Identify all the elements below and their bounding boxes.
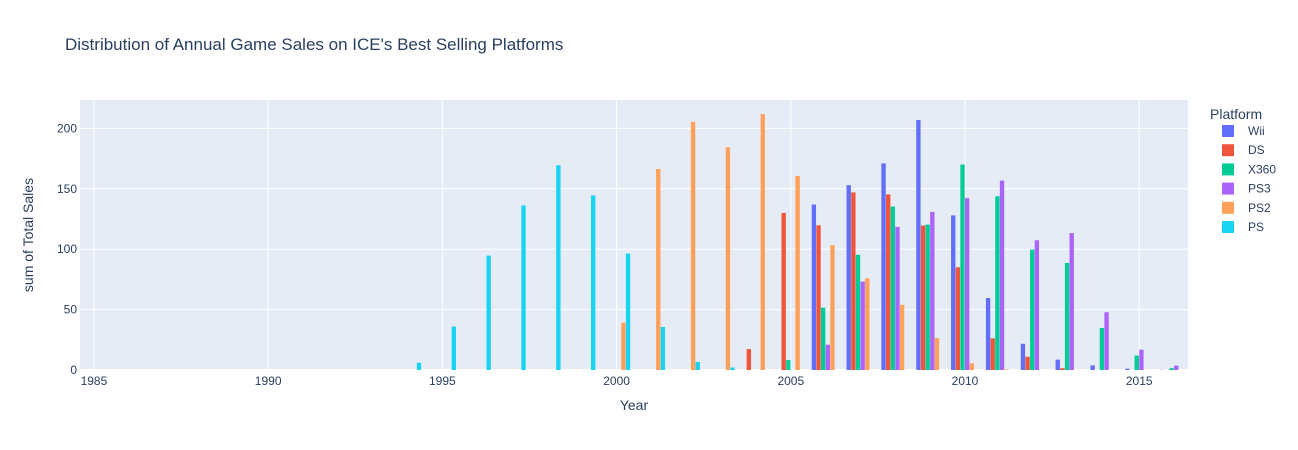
- bar-ds-2004[interactable]: [746, 349, 752, 370]
- bar-x360-2007[interactable]: [855, 254, 861, 370]
- bar-ps3-2010[interactable]: [965, 198, 970, 370]
- bar-ps-1996[interactable]: [486, 255, 491, 370]
- bar-x360-2009[interactable]: [925, 224, 930, 370]
- bar-wii-2014[interactable]: [1090, 365, 1095, 370]
- legend-swatch-ps[interactable]: [1222, 221, 1234, 233]
- bar-ps-2000[interactable]: [625, 253, 631, 370]
- bar-wii-2013[interactable]: [1055, 359, 1060, 370]
- y-tick-label: 100: [57, 242, 77, 256]
- legend-swatch-ps2[interactable]: [1222, 201, 1234, 214]
- bar-ps-2001[interactable]: [660, 326, 666, 370]
- legend-label-x360[interactable]: X360: [1248, 162, 1276, 176]
- bar-ds-2013[interactable]: [1060, 368, 1065, 370]
- bar-ps2-2006[interactable]: [830, 245, 835, 370]
- bar-ps3-2008[interactable]: [895, 226, 900, 370]
- y-tick-label: 50: [64, 303, 78, 317]
- bar-wii-2012[interactable]: [1020, 343, 1026, 370]
- bar-ps2-2005[interactable]: [795, 175, 800, 370]
- bar-ps3-2006[interactable]: [825, 344, 830, 370]
- x-tick-label: 1985: [81, 374, 108, 388]
- bar-x360-2011[interactable]: [995, 196, 1000, 370]
- bar-x360-2013[interactable]: [1064, 262, 1070, 370]
- bar-x360-2014[interactable]: [1099, 328, 1105, 370]
- bar-ds-2012[interactable]: [1025, 356, 1030, 370]
- bar-ps2-2003[interactable]: [725, 147, 731, 370]
- bar-ds-2006[interactable]: [816, 225, 821, 370]
- bar-ds-2009[interactable]: [920, 225, 926, 370]
- legend-swatch-x360[interactable]: [1222, 163, 1234, 176]
- bar-ps2-2008[interactable]: [899, 304, 905, 370]
- x-tick-label: 2010: [952, 374, 979, 388]
- bar-x360-2005[interactable]: [786, 359, 791, 370]
- legend-label-ps[interactable]: PS: [1248, 220, 1264, 234]
- plot-area: [80, 100, 1188, 370]
- bar-ps-1998[interactable]: [556, 165, 561, 370]
- bar-ps2-2001[interactable]: [656, 168, 661, 370]
- bar-ps-1997[interactable]: [521, 205, 526, 370]
- bar-ps-2002[interactable]: [695, 361, 700, 370]
- y-tick-label: 200: [57, 121, 77, 135]
- legend-label-ds[interactable]: DS: [1248, 143, 1265, 157]
- bar-ps3-2013[interactable]: [1069, 233, 1074, 370]
- x-tick-label: 1990: [255, 374, 282, 388]
- bar-ps3-2009[interactable]: [930, 211, 935, 370]
- bar-ds-2005[interactable]: [781, 212, 786, 370]
- x-tick-label: 2000: [603, 374, 630, 388]
- legend-label-ps2[interactable]: PS2: [1248, 201, 1271, 215]
- bar-wii-2009[interactable]: [916, 119, 921, 370]
- bar-wii-2010[interactable]: [951, 215, 956, 370]
- bar-ps3-2007[interactable]: [860, 281, 865, 370]
- bar-ps-2003[interactable]: [730, 367, 735, 370]
- bar-wii-2007[interactable]: [846, 185, 851, 370]
- bar-ps3-2012[interactable]: [1034, 240, 1040, 370]
- y-tick-label: 150: [57, 182, 77, 196]
- x-axis-title: Year: [620, 397, 649, 413]
- bar-ps3-2016[interactable]: [1174, 365, 1179, 370]
- y-axis-title: sum of Total Sales: [20, 178, 36, 292]
- bar-x360-2016[interactable]: [1169, 368, 1174, 370]
- legend-swatch-ps3[interactable]: [1222, 182, 1234, 195]
- y-tick-label: 0: [70, 363, 77, 377]
- bar-x360-2015[interactable]: [1134, 355, 1139, 370]
- bar-x360-2006[interactable]: [820, 307, 826, 370]
- legend-label-ps3[interactable]: PS3: [1248, 182, 1271, 196]
- bar-ps3-2015[interactable]: [1139, 349, 1144, 370]
- bar-ps-1994[interactable]: [416, 362, 422, 370]
- chart-title: Distribution of Annual Game Sales on ICE…: [65, 35, 563, 54]
- bar-ps2-2004[interactable]: [760, 114, 765, 370]
- bar-wii-2015[interactable]: [1125, 368, 1130, 370]
- bar-ps3-2014[interactable]: [1104, 312, 1109, 370]
- bar-wii-2006[interactable]: [811, 204, 817, 370]
- x-tick-label: 1995: [429, 374, 456, 388]
- bar-ps2-2010[interactable]: [969, 363, 974, 370]
- bar-wii-2008[interactable]: [881, 163, 886, 370]
- bar-x360-2008[interactable]: [890, 206, 896, 370]
- bar-ds-2007[interactable]: [851, 192, 856, 370]
- legend: Wii DS X360 PS3 PS2 PS: [1222, 124, 1276, 234]
- legend-label-wii[interactable]: Wii: [1248, 124, 1265, 138]
- bar-ps2-2011[interactable]: [1004, 369, 1009, 370]
- bar-ps2-2002[interactable]: [690, 121, 696, 370]
- x-tick-label: 2005: [777, 374, 804, 388]
- bar-ds-2008[interactable]: [886, 194, 891, 370]
- x-tick-label: 2015: [1126, 374, 1153, 388]
- legend-swatch-ds[interactable]: [1222, 144, 1234, 157]
- legend-swatch-wii[interactable]: [1222, 125, 1234, 137]
- legend-title: Platform: [1210, 106, 1262, 122]
- bar-ps-1995[interactable]: [451, 326, 457, 370]
- bar-ps2-2007[interactable]: [865, 278, 870, 370]
- bar-x360-2010[interactable]: [960, 164, 965, 370]
- bar-ds-2010[interactable]: [955, 267, 961, 370]
- bar-ps3-2011[interactable]: [999, 180, 1005, 370]
- bar-ps2-2000[interactable]: [621, 322, 626, 370]
- bar-ps2-2009[interactable]: [934, 338, 940, 370]
- bar-wii-2011[interactable]: [985, 298, 991, 370]
- bar-ps-1999[interactable]: [591, 195, 596, 370]
- bar-x360-2012[interactable]: [1030, 249, 1035, 370]
- bar-ds-2011[interactable]: [990, 338, 995, 370]
